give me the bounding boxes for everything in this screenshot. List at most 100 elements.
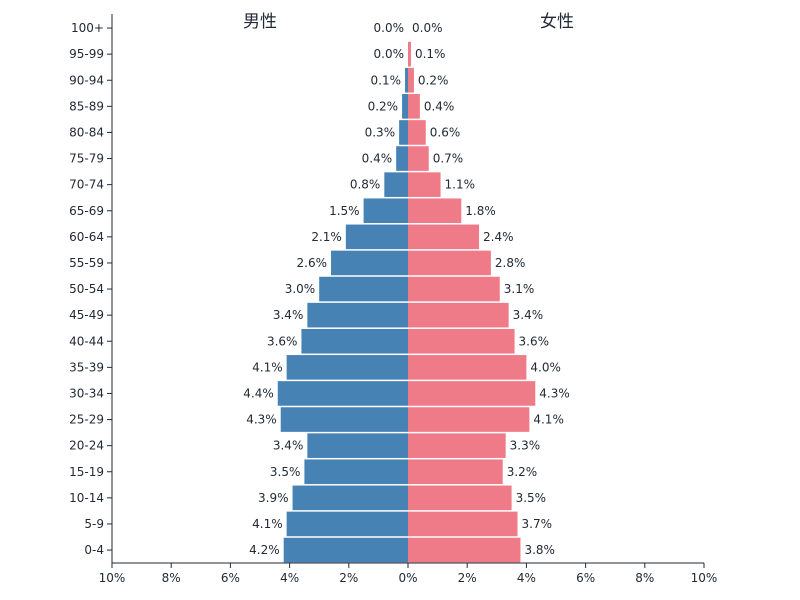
female-bar-55-59 (408, 250, 491, 276)
age-group-label: 75-79 (69, 152, 104, 166)
female-bar-25-29 (408, 407, 530, 432)
male-bar-50-54 (319, 276, 408, 302)
male-value-label: 3.9% (258, 491, 289, 505)
female-value-label: 3.1% (504, 282, 535, 296)
age-group-label: 5-9 (84, 517, 104, 531)
male-value-label: 0.8% (350, 178, 381, 192)
female-bar-40-44 (408, 328, 515, 354)
age-group-label: 10-14 (69, 491, 104, 505)
female-value-label: 0.4% (424, 99, 455, 113)
female-title: 女性 (540, 12, 574, 32)
female-value-label: 2.4% (483, 230, 514, 244)
male-value-label: 3.4% (273, 439, 304, 453)
age-group-label: 40-44 (69, 334, 104, 348)
age-group-label: 100+ (71, 21, 104, 35)
female-value-label: 3.4% (513, 308, 544, 322)
x-tick-label: 10% (99, 571, 126, 585)
male-value-label: 4.4% (243, 386, 274, 400)
age-group-label: 95-99 (69, 47, 104, 61)
female-bar-85-89 (408, 94, 420, 119)
age-group-label: 65-69 (69, 204, 104, 218)
age-group-label: 60-64 (69, 230, 104, 244)
female-bar-35-39 (408, 355, 527, 380)
female-value-label: 4.0% (530, 360, 561, 374)
female-value-label: 1.1% (445, 178, 476, 192)
x-tick-label: 10% (691, 571, 718, 585)
female-bar-90-94 (408, 67, 414, 93)
female-value-label: 2.8% (495, 256, 526, 270)
male-value-label: 0.3% (365, 125, 396, 139)
x-tick-label: 6% (221, 571, 240, 585)
male-bar-75-79 (396, 146, 408, 171)
male-value-label: 0.0% (374, 21, 405, 35)
male-value-label: 2.6% (297, 256, 328, 270)
age-group-label: 70-74 (69, 178, 104, 192)
male-bar-90-94 (405, 67, 408, 93)
female-value-label: 3.5% (516, 491, 547, 505)
female-value-label: 3.3% (510, 439, 541, 453)
female-bar-0-4 (408, 537, 521, 563)
female-value-label: 0.1% (415, 47, 446, 61)
age-group-label: 35-39 (69, 360, 104, 374)
male-value-label: 4.1% (252, 360, 283, 374)
male-bar-5-9 (286, 511, 408, 537)
x-tick-label: 4% (280, 571, 299, 585)
female-value-label: 0.6% (430, 125, 461, 139)
axes-layer: 0-4 5-9 10-14 15-19 20-24 25-29 30-34 35-39 40-4… (69, 14, 717, 585)
male-value-label: 2.1% (311, 230, 342, 244)
male-bar-20-24 (307, 433, 408, 458)
female-value-label: 0.0% (412, 21, 443, 35)
bars-layer (277, 41, 536, 563)
age-group-label: 55-59 (69, 256, 104, 270)
male-bar-60-64 (345, 224, 408, 250)
female-value-label: 4.1% (533, 413, 564, 427)
male-value-label: 3.6% (267, 334, 298, 348)
x-tick-label: 0% (398, 571, 417, 585)
female-bar-30-34 (408, 381, 536, 406)
male-value-label: 0.0% (374, 47, 405, 61)
age-group-label: 85-89 (69, 99, 104, 113)
male-bar-65-69 (363, 198, 408, 224)
male-bar-10-14 (292, 485, 408, 511)
male-bar-25-29 (280, 407, 408, 432)
male-bar-35-39 (286, 355, 408, 380)
age-group-label: 0-4 (84, 543, 104, 557)
female-bar-80-84 (408, 120, 426, 145)
male-bar-70-74 (384, 172, 408, 197)
female-bar-45-49 (408, 302, 509, 328)
male-bar-80-84 (399, 120, 408, 145)
male-bar-85-89 (402, 94, 408, 119)
male-value-label: 0.2% (368, 99, 399, 113)
female-bar-50-54 (408, 276, 500, 302)
x-tick-label: 8% (162, 571, 181, 585)
female-value-label: 1.8% (465, 204, 496, 218)
male-value-label: 0.1% (371, 73, 402, 87)
age-group-label: 50-54 (69, 282, 104, 296)
female-bar-10-14 (408, 485, 512, 511)
age-group-label: 25-29 (69, 413, 104, 427)
age-group-label: 90-94 (69, 73, 104, 87)
x-tick-label: 2% (339, 571, 358, 585)
female-value-label: 0.7% (433, 152, 464, 166)
male-value-label: 3.5% (270, 465, 301, 479)
female-value-label: 4.3% (539, 386, 570, 400)
male-bar-55-59 (331, 250, 408, 276)
female-bar-75-79 (408, 146, 429, 171)
female-value-label: 3.8% (524, 543, 555, 557)
male-bar-40-44 (301, 328, 408, 354)
male-bar-30-34 (277, 381, 408, 406)
male-value-label: 4.3% (246, 413, 277, 427)
male-value-label: 3.0% (285, 282, 316, 296)
male-bar-15-19 (304, 459, 408, 485)
age-group-label: 15-19 (69, 465, 104, 479)
female-value-label: 0.2% (418, 73, 449, 87)
male-value-label: 0.4% (362, 152, 393, 166)
age-group-label: 80-84 (69, 125, 104, 139)
female-bar-20-24 (408, 433, 506, 458)
female-bar-5-9 (408, 511, 518, 537)
x-tick-label: 2% (458, 571, 477, 585)
age-group-label: 20-24 (69, 439, 104, 453)
female-bar-65-69 (408, 198, 462, 224)
male-value-label: 4.2% (249, 543, 280, 557)
